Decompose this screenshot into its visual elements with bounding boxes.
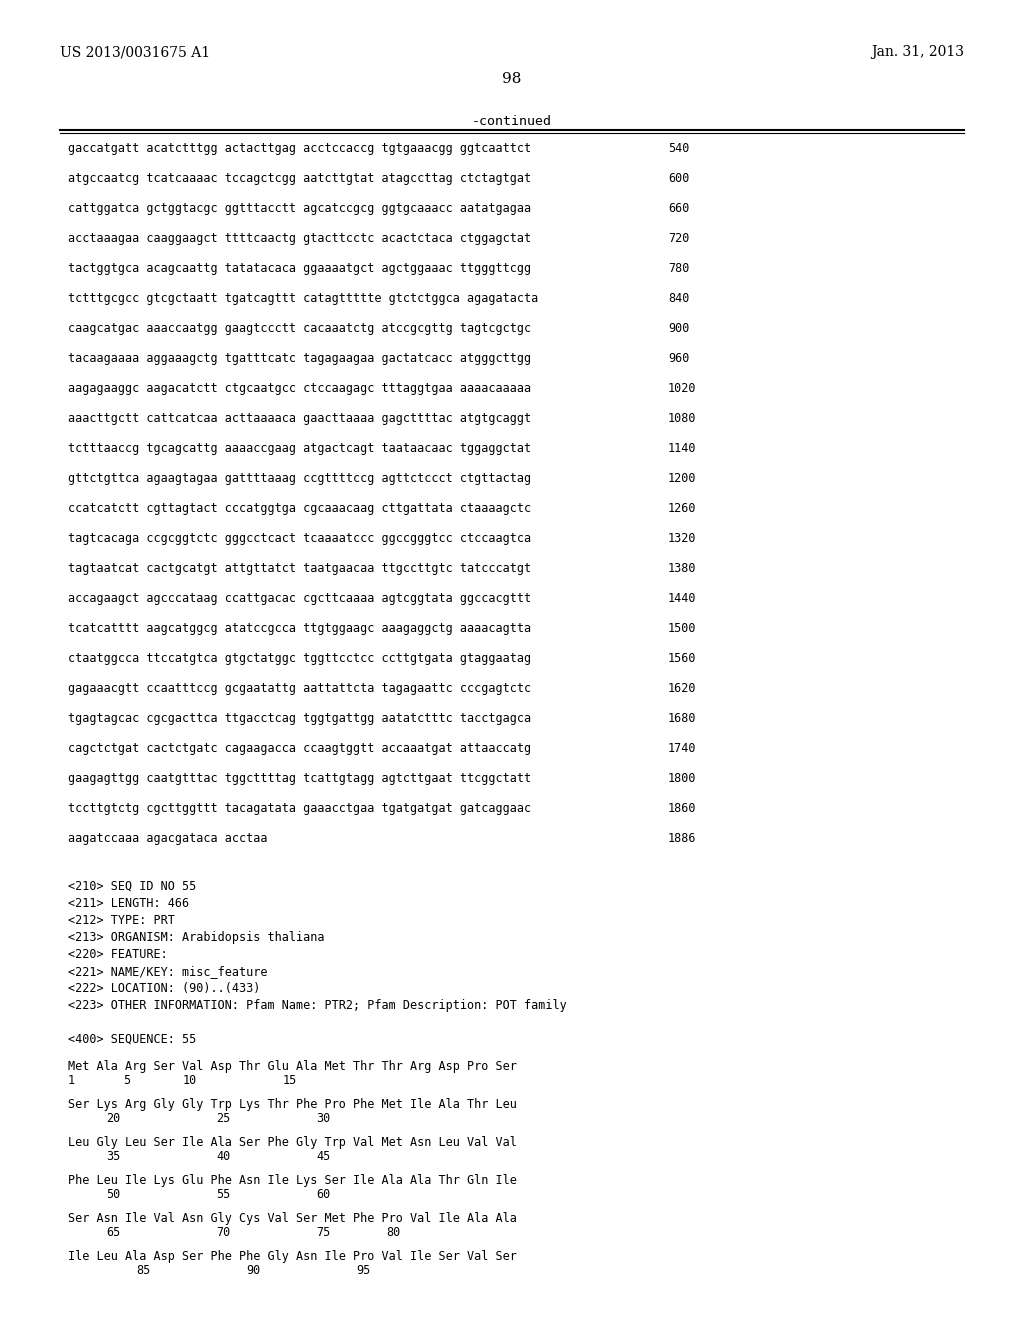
- Text: Leu Gly Leu Ser Ile Ala Ser Phe Gly Trp Val Met Asn Leu Val Val: Leu Gly Leu Ser Ile Ala Ser Phe Gly Trp …: [68, 1137, 517, 1148]
- Text: 70: 70: [216, 1226, 230, 1239]
- Text: <220> FEATURE:: <220> FEATURE:: [68, 948, 168, 961]
- Text: 98: 98: [503, 73, 521, 86]
- Text: 65: 65: [106, 1226, 120, 1239]
- Text: aagagaaggc aagacatctt ctgcaatgcc ctccaagagc tttaggtgaa aaaacaaaaa: aagagaaggc aagacatctt ctgcaatgcc ctccaag…: [68, 381, 531, 395]
- Text: cattggatca gctggtacgc ggtttacctt agcatccgcg ggtgcaaacc aatatgagaa: cattggatca gctggtacgc ggtttacctt agcatcc…: [68, 202, 531, 215]
- Text: 1500: 1500: [668, 622, 696, 635]
- Text: 1140: 1140: [668, 442, 696, 455]
- Text: 40: 40: [216, 1150, 230, 1163]
- Text: 540: 540: [668, 143, 689, 154]
- Text: 780: 780: [668, 261, 689, 275]
- Text: <223> OTHER INFORMATION: Pfam Name: PTR2; Pfam Description: POT family: <223> OTHER INFORMATION: Pfam Name: PTR2…: [68, 999, 566, 1012]
- Text: Ser Lys Arg Gly Gly Trp Lys Thr Phe Pro Phe Met Ile Ala Thr Leu: Ser Lys Arg Gly Gly Trp Lys Thr Phe Pro …: [68, 1098, 517, 1111]
- Text: Ser Asn Ile Val Asn Gly Cys Val Ser Met Phe Pro Val Ile Ala Ala: Ser Asn Ile Val Asn Gly Cys Val Ser Met …: [68, 1212, 517, 1225]
- Text: Met Ala Arg Ser Val Asp Thr Glu Ala Met Thr Thr Arg Asp Pro Ser: Met Ala Arg Ser Val Asp Thr Glu Ala Met …: [68, 1060, 517, 1073]
- Text: 20: 20: [106, 1111, 120, 1125]
- Text: cagctctgat cactctgatc cagaagacca ccaagtggtt accaaatgat attaaccatg: cagctctgat cactctgatc cagaagacca ccaagtg…: [68, 742, 531, 755]
- Text: <212> TYPE: PRT: <212> TYPE: PRT: [68, 913, 175, 927]
- Text: 720: 720: [668, 232, 689, 246]
- Text: 95: 95: [356, 1265, 371, 1276]
- Text: 660: 660: [668, 202, 689, 215]
- Text: <400> SEQUENCE: 55: <400> SEQUENCE: 55: [68, 1034, 197, 1045]
- Text: US 2013/0031675 A1: US 2013/0031675 A1: [60, 45, 210, 59]
- Text: <210> SEQ ID NO 55: <210> SEQ ID NO 55: [68, 880, 197, 894]
- Text: 15: 15: [283, 1074, 297, 1086]
- Text: Jan. 31, 2013: Jan. 31, 2013: [871, 45, 964, 59]
- Text: <221> NAME/KEY: misc_feature: <221> NAME/KEY: misc_feature: [68, 965, 267, 978]
- Text: 600: 600: [668, 172, 689, 185]
- Text: gagaaacgtt ccaatttccg gcgaatattg aattattcta tagagaattc cccgagtctc: gagaaacgtt ccaatttccg gcgaatattg aattatt…: [68, 682, 531, 696]
- Text: 1020: 1020: [668, 381, 696, 395]
- Text: aaacttgctt cattcatcaa acttaaaaca gaacttaaaa gagcttttac atgtgcaggt: aaacttgctt cattcatcaa acttaaaaca gaactta…: [68, 412, 531, 425]
- Text: 10: 10: [183, 1074, 198, 1086]
- Text: <222> LOCATION: (90)..(433): <222> LOCATION: (90)..(433): [68, 982, 260, 995]
- Text: aagatccaaa agacgataca acctaa: aagatccaaa agacgataca acctaa: [68, 832, 267, 845]
- Text: tacaagaaaa aggaaagctg tgatttcatc tagagaagaa gactatcacc atgggcttgg: tacaagaaaa aggaaagctg tgatttcatc tagagaa…: [68, 352, 531, 366]
- Text: 85: 85: [136, 1265, 151, 1276]
- Text: 1: 1: [68, 1074, 75, 1086]
- Text: 1380: 1380: [668, 562, 696, 576]
- Text: 60: 60: [316, 1188, 331, 1201]
- Text: acctaaagaa caaggaagct ttttcaactg gtacttcctc acactctaca ctggagctat: acctaaagaa caaggaagct ttttcaactg gtacttc…: [68, 232, 531, 246]
- Text: <213> ORGANISM: Arabidopsis thaliana: <213> ORGANISM: Arabidopsis thaliana: [68, 931, 325, 944]
- Text: 840: 840: [668, 292, 689, 305]
- Text: tactggtgca acagcaattg tatatacaca ggaaaatgct agctggaaac ttgggttcgg: tactggtgca acagcaattg tatatacaca ggaaaat…: [68, 261, 531, 275]
- Text: 1886: 1886: [668, 832, 696, 845]
- Text: 45: 45: [316, 1150, 331, 1163]
- Text: 50: 50: [106, 1188, 120, 1201]
- Text: accagaagct agcccataag ccattgacac cgcttcaaaa agtcggtata ggccacgttt: accagaagct agcccataag ccattgacac cgcttca…: [68, 591, 531, 605]
- Text: 1800: 1800: [668, 772, 696, 785]
- Text: 30: 30: [316, 1111, 331, 1125]
- Text: 1260: 1260: [668, 502, 696, 515]
- Text: 1200: 1200: [668, 473, 696, 484]
- Text: 1620: 1620: [668, 682, 696, 696]
- Text: 55: 55: [216, 1188, 230, 1201]
- Text: 35: 35: [106, 1150, 120, 1163]
- Text: tccttgtctg cgcttggttt tacagatata gaaacctgaa tgatgatgat gatcaggaac: tccttgtctg cgcttggttt tacagatata gaaacct…: [68, 803, 531, 814]
- Text: ccatcatctt cgttagtact cccatggtga cgcaaacaag cttgattata ctaaaagctc: ccatcatctt cgttagtact cccatggtga cgcaaac…: [68, 502, 531, 515]
- Text: 960: 960: [668, 352, 689, 366]
- Text: gaagagttgg caatgtttac tggcttttag tcattgtagg agtcttgaat ttcggctatt: gaagagttgg caatgtttac tggcttttag tcattgt…: [68, 772, 531, 785]
- Text: <211> LENGTH: 466: <211> LENGTH: 466: [68, 898, 189, 909]
- Text: 75: 75: [316, 1226, 331, 1239]
- Text: Phe Leu Ile Lys Glu Phe Asn Ile Lys Ser Ile Ala Ala Thr Gln Ile: Phe Leu Ile Lys Glu Phe Asn Ile Lys Ser …: [68, 1173, 517, 1187]
- Text: 1080: 1080: [668, 412, 696, 425]
- Text: tcatcatttt aagcatggcg atatccgcca ttgtggaagc aaagaggctg aaaacagtta: tcatcatttt aagcatggcg atatccgcca ttgtgga…: [68, 622, 531, 635]
- Text: 1440: 1440: [668, 591, 696, 605]
- Text: tctttgcgcc gtcgctaatt tgatcagttt catagttttte gtctctggca agagatacta: tctttgcgcc gtcgctaatt tgatcagttt catagtt…: [68, 292, 539, 305]
- Text: -continued: -continued: [472, 115, 552, 128]
- Text: tagtaatcat cactgcatgt attgttatct taatgaacaa ttgccttgtc tatcccatgt: tagtaatcat cactgcatgt attgttatct taatgaa…: [68, 562, 531, 576]
- Text: gaccatgatt acatctttgg actacttgag acctccaccg tgtgaaacgg ggtcaattct: gaccatgatt acatctttgg actacttgag acctcca…: [68, 143, 531, 154]
- Text: tgagtagcac cgcgacttca ttgacctcag tggtgattgg aatatctttc tacctgagca: tgagtagcac cgcgacttca ttgacctcag tggtgat…: [68, 711, 531, 725]
- Text: 1560: 1560: [668, 652, 696, 665]
- Text: 80: 80: [386, 1226, 400, 1239]
- Text: 25: 25: [216, 1111, 230, 1125]
- Text: 1680: 1680: [668, 711, 696, 725]
- Text: tctttaaccg tgcagcattg aaaaccgaag atgactcagt taataacaac tggaggctat: tctttaaccg tgcagcattg aaaaccgaag atgactc…: [68, 442, 531, 455]
- Text: 1740: 1740: [668, 742, 696, 755]
- Text: Ile Leu Ala Asp Ser Phe Phe Gly Asn Ile Pro Val Ile Ser Val Ser: Ile Leu Ala Asp Ser Phe Phe Gly Asn Ile …: [68, 1250, 517, 1263]
- Text: ctaatggcca ttccatgtca gtgctatggc tggttcctcc ccttgtgata gtaggaatag: ctaatggcca ttccatgtca gtgctatggc tggttcc…: [68, 652, 531, 665]
- Text: tagtcacaga ccgcggtctc gggcctcact tcaaaatccc ggccgggtcc ctccaagtca: tagtcacaga ccgcggtctc gggcctcact tcaaaat…: [68, 532, 531, 545]
- Text: 1860: 1860: [668, 803, 696, 814]
- Text: 1320: 1320: [668, 532, 696, 545]
- Text: gttctgttca agaagtagaa gattttaaag ccgttttccg agttctccct ctgttactag: gttctgttca agaagtagaa gattttaaag ccgtttt…: [68, 473, 531, 484]
- Text: 5: 5: [123, 1074, 130, 1086]
- Text: 900: 900: [668, 322, 689, 335]
- Text: atgccaatcg tcatcaaaac tccagctcgg aatcttgtat atagccttag ctctagtgat: atgccaatcg tcatcaaaac tccagctcgg aatcttg…: [68, 172, 531, 185]
- Text: caagcatgac aaaccaatgg gaagtccctt cacaaatctg atccgcgttg tagtcgctgc: caagcatgac aaaccaatgg gaagtccctt cacaaat…: [68, 322, 531, 335]
- Text: 90: 90: [246, 1265, 260, 1276]
